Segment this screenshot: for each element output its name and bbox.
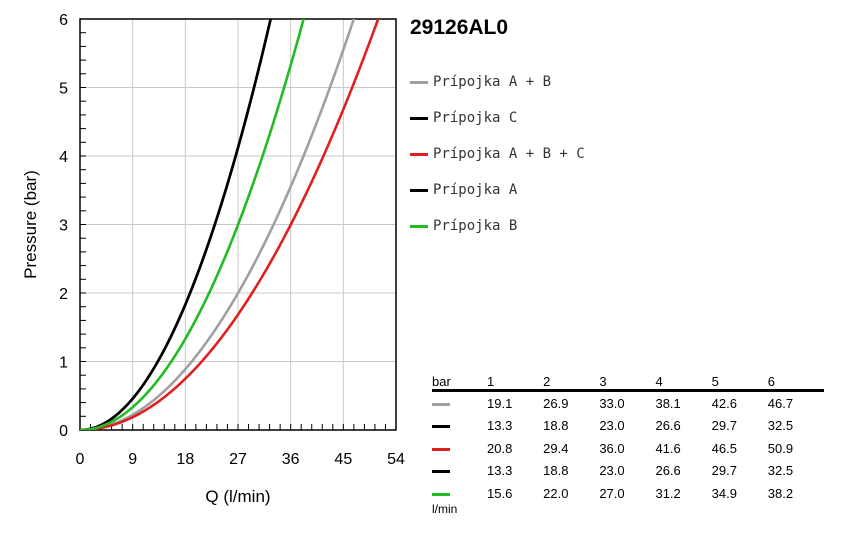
table-cell: 26.9	[543, 395, 569, 411]
table-cell: 23.0	[599, 418, 625, 434]
table-cell: 32.5	[767, 418, 794, 434]
series-line-3	[80, 19, 380, 430]
legend-item: Prípojka A	[410, 172, 585, 208]
table-cell: 38.1	[655, 395, 681, 411]
legend-swatch	[410, 152, 428, 156]
table-row-swatch	[432, 402, 450, 406]
legend-swatch	[410, 116, 428, 120]
table-row: 13.3 18.8 23.0 26.6 29.7 32.5	[432, 460, 824, 483]
table-cell: 18.8	[543, 463, 569, 479]
x-tick-label: 9	[128, 451, 137, 468]
legend-item: Prípojka C	[410, 100, 585, 136]
table-header-cell: 3	[599, 374, 607, 389]
product-code-title: 29126AL0	[410, 16, 509, 39]
table-cell: 13.3	[487, 463, 513, 479]
table-cell: 29.7	[711, 418, 737, 434]
legend-label: Prípojka C	[433, 110, 518, 126]
x-tick-label: 36	[282, 451, 300, 468]
x-tick-label: 18	[176, 451, 194, 468]
table-cell: 26.6	[655, 418, 681, 434]
legend-label: Prípojka B	[433, 218, 518, 234]
legend-swatch	[410, 188, 428, 192]
y-tick-label: 2	[59, 286, 68, 303]
y-tick-label: 5	[59, 81, 68, 98]
table-swatch-cell	[432, 460, 487, 483]
table-cell: 13.3	[487, 418, 513, 434]
table-cell: 20.8	[487, 440, 513, 456]
table-cell: 18.8	[543, 418, 569, 434]
y-axis-label: Pressure (bar)	[21, 170, 40, 279]
legend-item: Prípojka A + B + C	[410, 136, 585, 172]
table-cell: 15.6	[487, 485, 513, 501]
table-cell: 34.9	[711, 485, 737, 501]
table-cell: 33.0	[599, 395, 625, 411]
x-tick-label: 27	[229, 451, 247, 468]
table-header-cell: 5	[711, 374, 719, 389]
table-cell: 50.9	[767, 440, 794, 456]
table-swatch-cell	[432, 482, 487, 505]
y-tick-label: 0	[59, 423, 68, 440]
table-header-unit: bar	[432, 374, 451, 389]
table-cell: 38.2	[767, 485, 794, 501]
legend-label: Prípojka A + B	[433, 74, 552, 90]
table-cell: 46.7	[767, 395, 794, 411]
table-row: 15.6 22.0 27.0 31.2 34.9 38.2	[432, 482, 824, 505]
table-row-swatch	[432, 492, 450, 496]
table-row-swatch	[432, 447, 450, 451]
table-row: 13.3 18.8 23.0 26.6 29.7 32.5	[432, 415, 824, 438]
table-cell: 29.4	[543, 440, 569, 456]
table-cell: 29.7	[711, 463, 737, 479]
table-cell: 31.2	[655, 485, 681, 501]
table-header-cell: 2	[543, 374, 551, 389]
y-tick-label: 4	[59, 149, 68, 166]
table-cell: 36.0	[599, 440, 625, 456]
x-tick-label: 45	[334, 451, 352, 468]
table-row-swatch	[432, 425, 450, 429]
series-line-4	[80, 19, 272, 430]
legend-swatch	[410, 80, 428, 84]
table-header-cell: 4	[655, 374, 663, 389]
flow-rate-table: bar 1 2 3 4 5 6 19.1 26.9 33.0 38.1 42.6 46.7…	[432, 374, 824, 505]
x-tick-label: 0	[76, 451, 85, 468]
table-header-cell: 6	[767, 374, 776, 389]
chart-legend: Prípojka A + B Prípojka C Prípojka A + B…	[410, 64, 585, 244]
legend-item: Prípojka B	[410, 208, 585, 244]
y-tick-label: 1	[59, 355, 68, 372]
x-tick-label: 54	[387, 451, 405, 468]
table-cell: 42.6	[711, 395, 737, 411]
series-line-1	[80, 19, 356, 430]
legend-item: Prípojka A + B	[410, 64, 585, 100]
table-cell: 46.5	[711, 440, 737, 456]
table-cell: 23.0	[599, 463, 625, 479]
plot-frame	[79, 18, 397, 431]
table-cell: 19.1	[487, 395, 513, 411]
table-swatch-cell	[432, 391, 487, 415]
series-line-2	[80, 19, 272, 430]
table-cell: 22.0	[543, 485, 569, 501]
table-row: 19.1 26.9 33.0 38.1 42.6 46.7	[432, 391, 824, 415]
table-footer-unit: l/min	[432, 502, 458, 516]
series-line-5	[80, 19, 305, 430]
table-header-row: bar 1 2 3 4 5 6	[432, 374, 824, 391]
table-cell: 41.6	[655, 440, 681, 456]
legend-label: Prípojka A + B + C	[433, 146, 585, 162]
x-axis-label: Q (l/min)	[205, 487, 270, 506]
legend-label: Prípojka A	[433, 182, 518, 198]
table-header-cell: 1	[487, 374, 495, 389]
table-row-swatch	[432, 470, 450, 474]
y-tick-label: 6	[59, 12, 68, 29]
table-cell: 27.0	[599, 485, 625, 501]
table-swatch-cell	[432, 415, 487, 438]
table-cell: 32.5	[767, 463, 794, 479]
table-swatch-cell	[432, 437, 487, 460]
table-cell: 26.6	[655, 463, 681, 479]
table-row: 20.8 29.4 36.0 41.6 46.5 50.9	[432, 437, 824, 460]
legend-swatch	[410, 224, 428, 228]
y-tick-label: 3	[59, 218, 68, 235]
